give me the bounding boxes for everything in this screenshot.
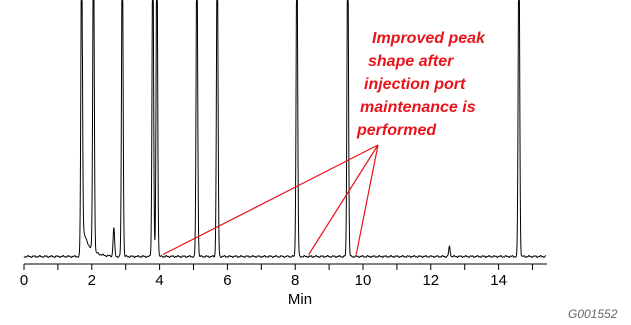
x-axis-title: Min [288, 291, 312, 308]
annotation-line-5: performed [356, 122, 437, 139]
annotation-line-3: injection port [364, 76, 466, 93]
annotation-pointer [355, 144, 379, 255]
chromatogram-trace [23, 0, 547, 259]
annotation-line-1: Improved peak [372, 30, 486, 47]
x-tick-label: 2 [88, 272, 96, 289]
annotation-line-2: shape after [368, 53, 454, 70]
annotation-line-4: maintenance is [360, 99, 476, 116]
x-tick-label: 10 [355, 272, 372, 289]
annotation-pointer [162, 144, 379, 256]
x-tick-label: 0 [20, 272, 28, 289]
x-tick-label: 4 [155, 272, 163, 289]
annotation-pointer [308, 144, 379, 255]
x-tick-label: 12 [422, 272, 439, 289]
x-tick-label: 6 [223, 272, 231, 289]
x-tick-label: 14 [490, 272, 507, 289]
annotation-pointers [162, 144, 379, 256]
x-tick-label: 8 [291, 272, 299, 289]
x-axis-ticks [23, 264, 533, 270]
figure-id: G001552 [568, 307, 618, 321]
x-axis-tick-labels: 0 2 4 6 8 10 12 14 [20, 272, 507, 289]
